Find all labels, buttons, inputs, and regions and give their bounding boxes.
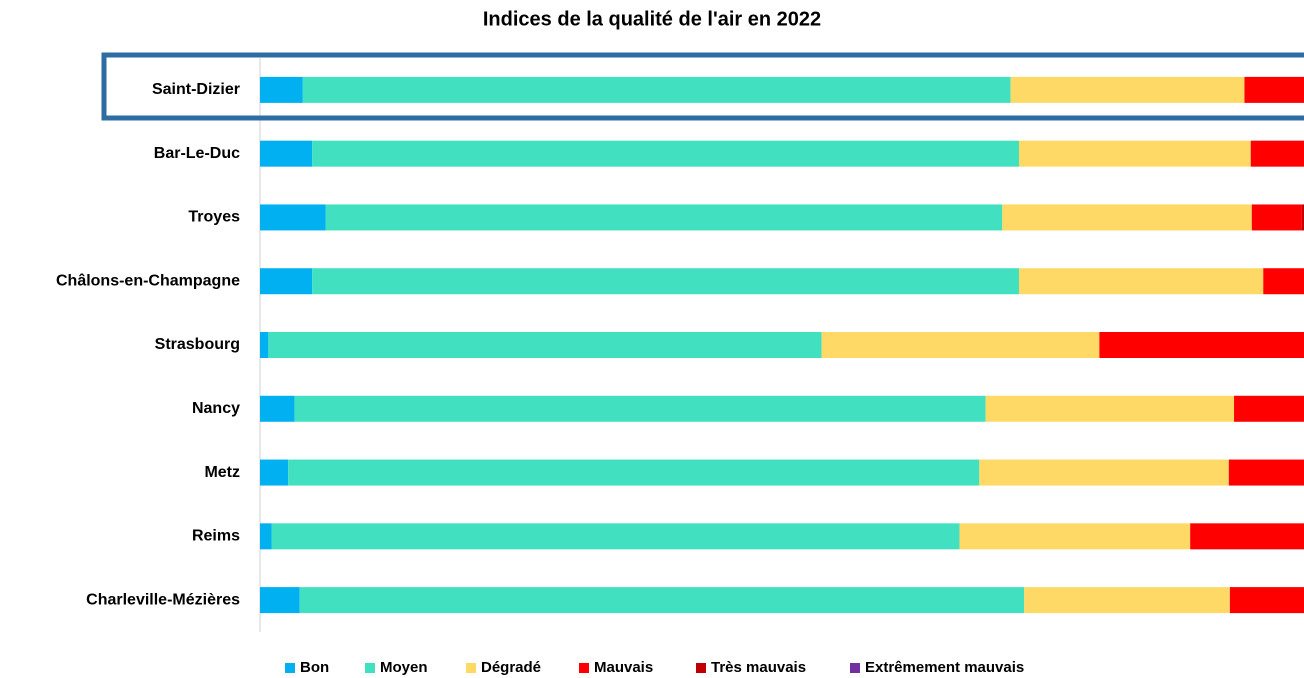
legend-label: Très mauvais xyxy=(711,659,806,676)
bar-segment xyxy=(1010,76,1245,103)
bars xyxy=(260,76,1304,614)
y-tick-label: Bar-Le-Duc xyxy=(154,145,240,162)
chart-title: Indices de la qualité de l'air en 2022 xyxy=(483,8,821,30)
bar-segment xyxy=(294,395,986,422)
bar-segment xyxy=(260,268,313,295)
highlight-box xyxy=(101,52,1304,121)
bar-segment xyxy=(1250,140,1304,167)
bar-segment xyxy=(260,587,300,614)
bar-segment xyxy=(1024,587,1230,614)
y-tick-label: Saint-Dizier xyxy=(152,81,240,98)
y-tick-label: Reims xyxy=(192,528,240,545)
bar-segment xyxy=(959,523,1191,550)
y-tick-label: Charleville-Mézières xyxy=(86,591,240,608)
bar-segment xyxy=(1244,76,1304,103)
legend-label: Bon xyxy=(300,659,329,676)
bar-segment xyxy=(302,76,1011,103)
legend-label: Dégradé xyxy=(481,659,541,676)
bar-segment xyxy=(312,268,1019,295)
bar-segment xyxy=(288,459,980,486)
bar-segment xyxy=(260,204,326,231)
bar-segment xyxy=(1018,268,1264,295)
legend-label: Moyen xyxy=(380,659,428,676)
bar-segment xyxy=(1018,140,1251,167)
legend-swatch xyxy=(365,663,375,673)
bar-segment xyxy=(1002,204,1252,231)
y-tick-label: Troyes xyxy=(188,209,240,226)
legend-swatch xyxy=(466,663,476,673)
bar-segment xyxy=(325,204,1003,231)
legend-swatch xyxy=(696,663,706,673)
bar-segment xyxy=(1301,204,1304,231)
bar-segment xyxy=(1229,587,1304,614)
bar-segment xyxy=(1228,459,1304,486)
y-tick-label: Strasbourg xyxy=(155,336,240,353)
bar-segment xyxy=(260,459,289,486)
legend-swatch xyxy=(579,663,589,673)
bar-segment xyxy=(260,332,269,358)
legend-label: Extrêmement mauvais xyxy=(865,659,1024,676)
bar-segment xyxy=(1099,332,1304,358)
bar-segment xyxy=(299,587,1025,614)
bar-segment xyxy=(821,332,1100,358)
bar-segment xyxy=(985,395,1235,422)
bar-segment xyxy=(1234,395,1304,422)
bar-segment xyxy=(1190,523,1304,550)
bar-segment xyxy=(260,395,295,422)
legend-label: Mauvais xyxy=(594,659,653,676)
legend-swatch xyxy=(285,663,295,673)
bar-segment xyxy=(260,140,313,167)
bar-segment xyxy=(312,140,1019,167)
bar-segment xyxy=(260,523,272,550)
bar-segment xyxy=(1263,268,1304,295)
bar-segment xyxy=(271,523,960,550)
legend-swatch xyxy=(850,663,860,673)
y-tick-label: Châlons-en-Champagne xyxy=(56,272,240,289)
bar-segment xyxy=(979,459,1229,486)
y-tick-label: Nancy xyxy=(192,400,240,417)
bar-segment xyxy=(260,76,303,103)
bar-segment xyxy=(1251,204,1302,231)
y-tick-label: Metz xyxy=(204,464,240,481)
bar-segment xyxy=(268,332,822,358)
